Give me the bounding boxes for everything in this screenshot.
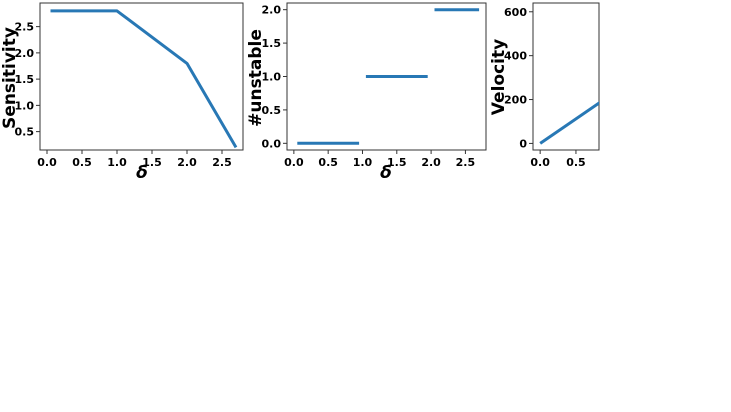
series-line-sensitivity-segment-1 [50,9,238,149]
y-axis-label-unstable: #unstable [246,29,266,127]
y-tick-label-unstable: 1.5 [262,37,282,50]
x-tick-label-velocity: 0.5 [566,156,586,169]
x-tick-label-unstable: 2.5 [456,156,476,169]
chart-panel-velocity: Velocity 0.0 0.5 0 200 400 600 [489,2,600,169]
y-tick-label-velocity: 400 [504,50,527,63]
x-tick-label-unstable: 2.0 [421,156,441,169]
x-tick-label-sensitivity: 1.0 [107,156,127,169]
y-tick-label-unstable: 1.0 [262,71,282,84]
chart-panel-sensitivity: Sensitivity δ 0.0 0.5 1.0 1.5 2.0 2.5 0.5 1.0 1.… [0,2,244,183]
y-tick-label-unstable: 0.0 [262,137,282,150]
x-tick-label-sensitivity: 0.5 [72,156,92,169]
series-line-velocity-segment-1 [539,101,599,145]
x-tick-label-sensitivity: 2.0 [177,156,197,169]
y-axis-label-velocity: Velocity [489,39,509,115]
chart-panel-unstable: #unstable δ 0.0 0.5 1.0 1.5 2.0 2.5 0.0 0.5 1.0 1… [246,2,487,183]
y-tick-label-velocity: 600 [504,6,527,19]
x-tick-label-velocity: 0.0 [530,156,550,169]
y-tick-label-unstable: 0.5 [262,104,282,117]
x-tick-label-unstable: 0.5 [318,156,338,169]
x-tick-label-sensitivity: 1.5 [142,156,162,169]
y-tick-label-unstable: 2.0 [262,4,282,17]
y-tick-label-sensitivity: 0.5 [15,126,35,139]
y-tick-label-velocity: 200 [504,94,527,107]
y-tick-label-sensitivity: 2.5 [15,21,35,34]
x-tick-label-unstable: 0.0 [284,156,304,169]
y-tick-label-velocity: 0 [519,137,527,150]
plot-frame-velocity [532,2,600,151]
x-tick-label-sensitivity: 2.5 [212,156,232,169]
x-tick-label-unstable: 1.0 [353,156,373,169]
x-axis-label-delta-2: δ [380,163,392,183]
plot-frame-sensitivity [39,2,244,151]
y-tick-label-sensitivity: 2.0 [15,47,35,60]
x-tick-label-unstable: 1.5 [387,156,407,169]
y-tick-label-sensitivity: 1.5 [15,73,35,86]
x-tick-label-sensitivity: 0.0 [37,156,57,169]
x-axis-label-delta-1: δ [136,163,148,183]
y-axis-label-sensitivity: Sensitivity [0,27,20,129]
y-tick-label-sensitivity: 1.0 [15,99,35,112]
